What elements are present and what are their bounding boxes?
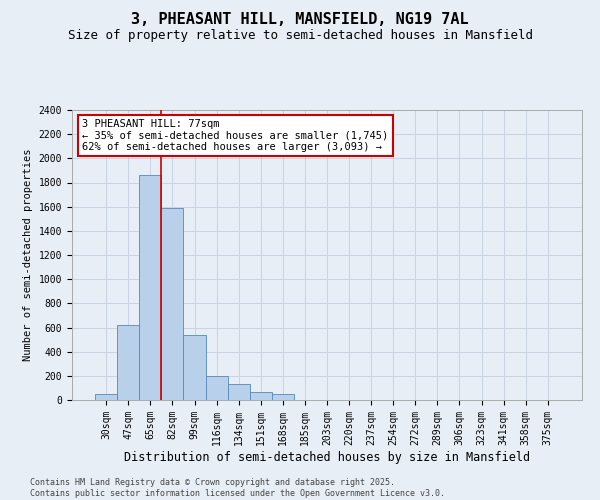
Bar <box>250 392 272 400</box>
Bar <box>206 376 227 400</box>
Text: 3, PHEASANT HILL, MANSFIELD, NG19 7AL: 3, PHEASANT HILL, MANSFIELD, NG19 7AL <box>131 12 469 28</box>
Text: 3 PHEASANT HILL: 77sqm
← 35% of semi-detached houses are smaller (1,745)
62% of : 3 PHEASANT HILL: 77sqm ← 35% of semi-det… <box>82 118 388 152</box>
Bar <box>95 394 117 400</box>
X-axis label: Distribution of semi-detached houses by size in Mansfield: Distribution of semi-detached houses by … <box>124 450 530 464</box>
Text: Size of property relative to semi-detached houses in Mansfield: Size of property relative to semi-detach… <box>67 29 533 42</box>
Text: Contains HM Land Registry data © Crown copyright and database right 2025.
Contai: Contains HM Land Registry data © Crown c… <box>30 478 445 498</box>
Bar <box>227 384 250 400</box>
Bar <box>184 335 206 400</box>
Bar <box>117 325 139 400</box>
Y-axis label: Number of semi-detached properties: Number of semi-detached properties <box>23 149 33 361</box>
Bar <box>139 176 161 400</box>
Bar <box>161 208 184 400</box>
Bar <box>272 394 294 400</box>
